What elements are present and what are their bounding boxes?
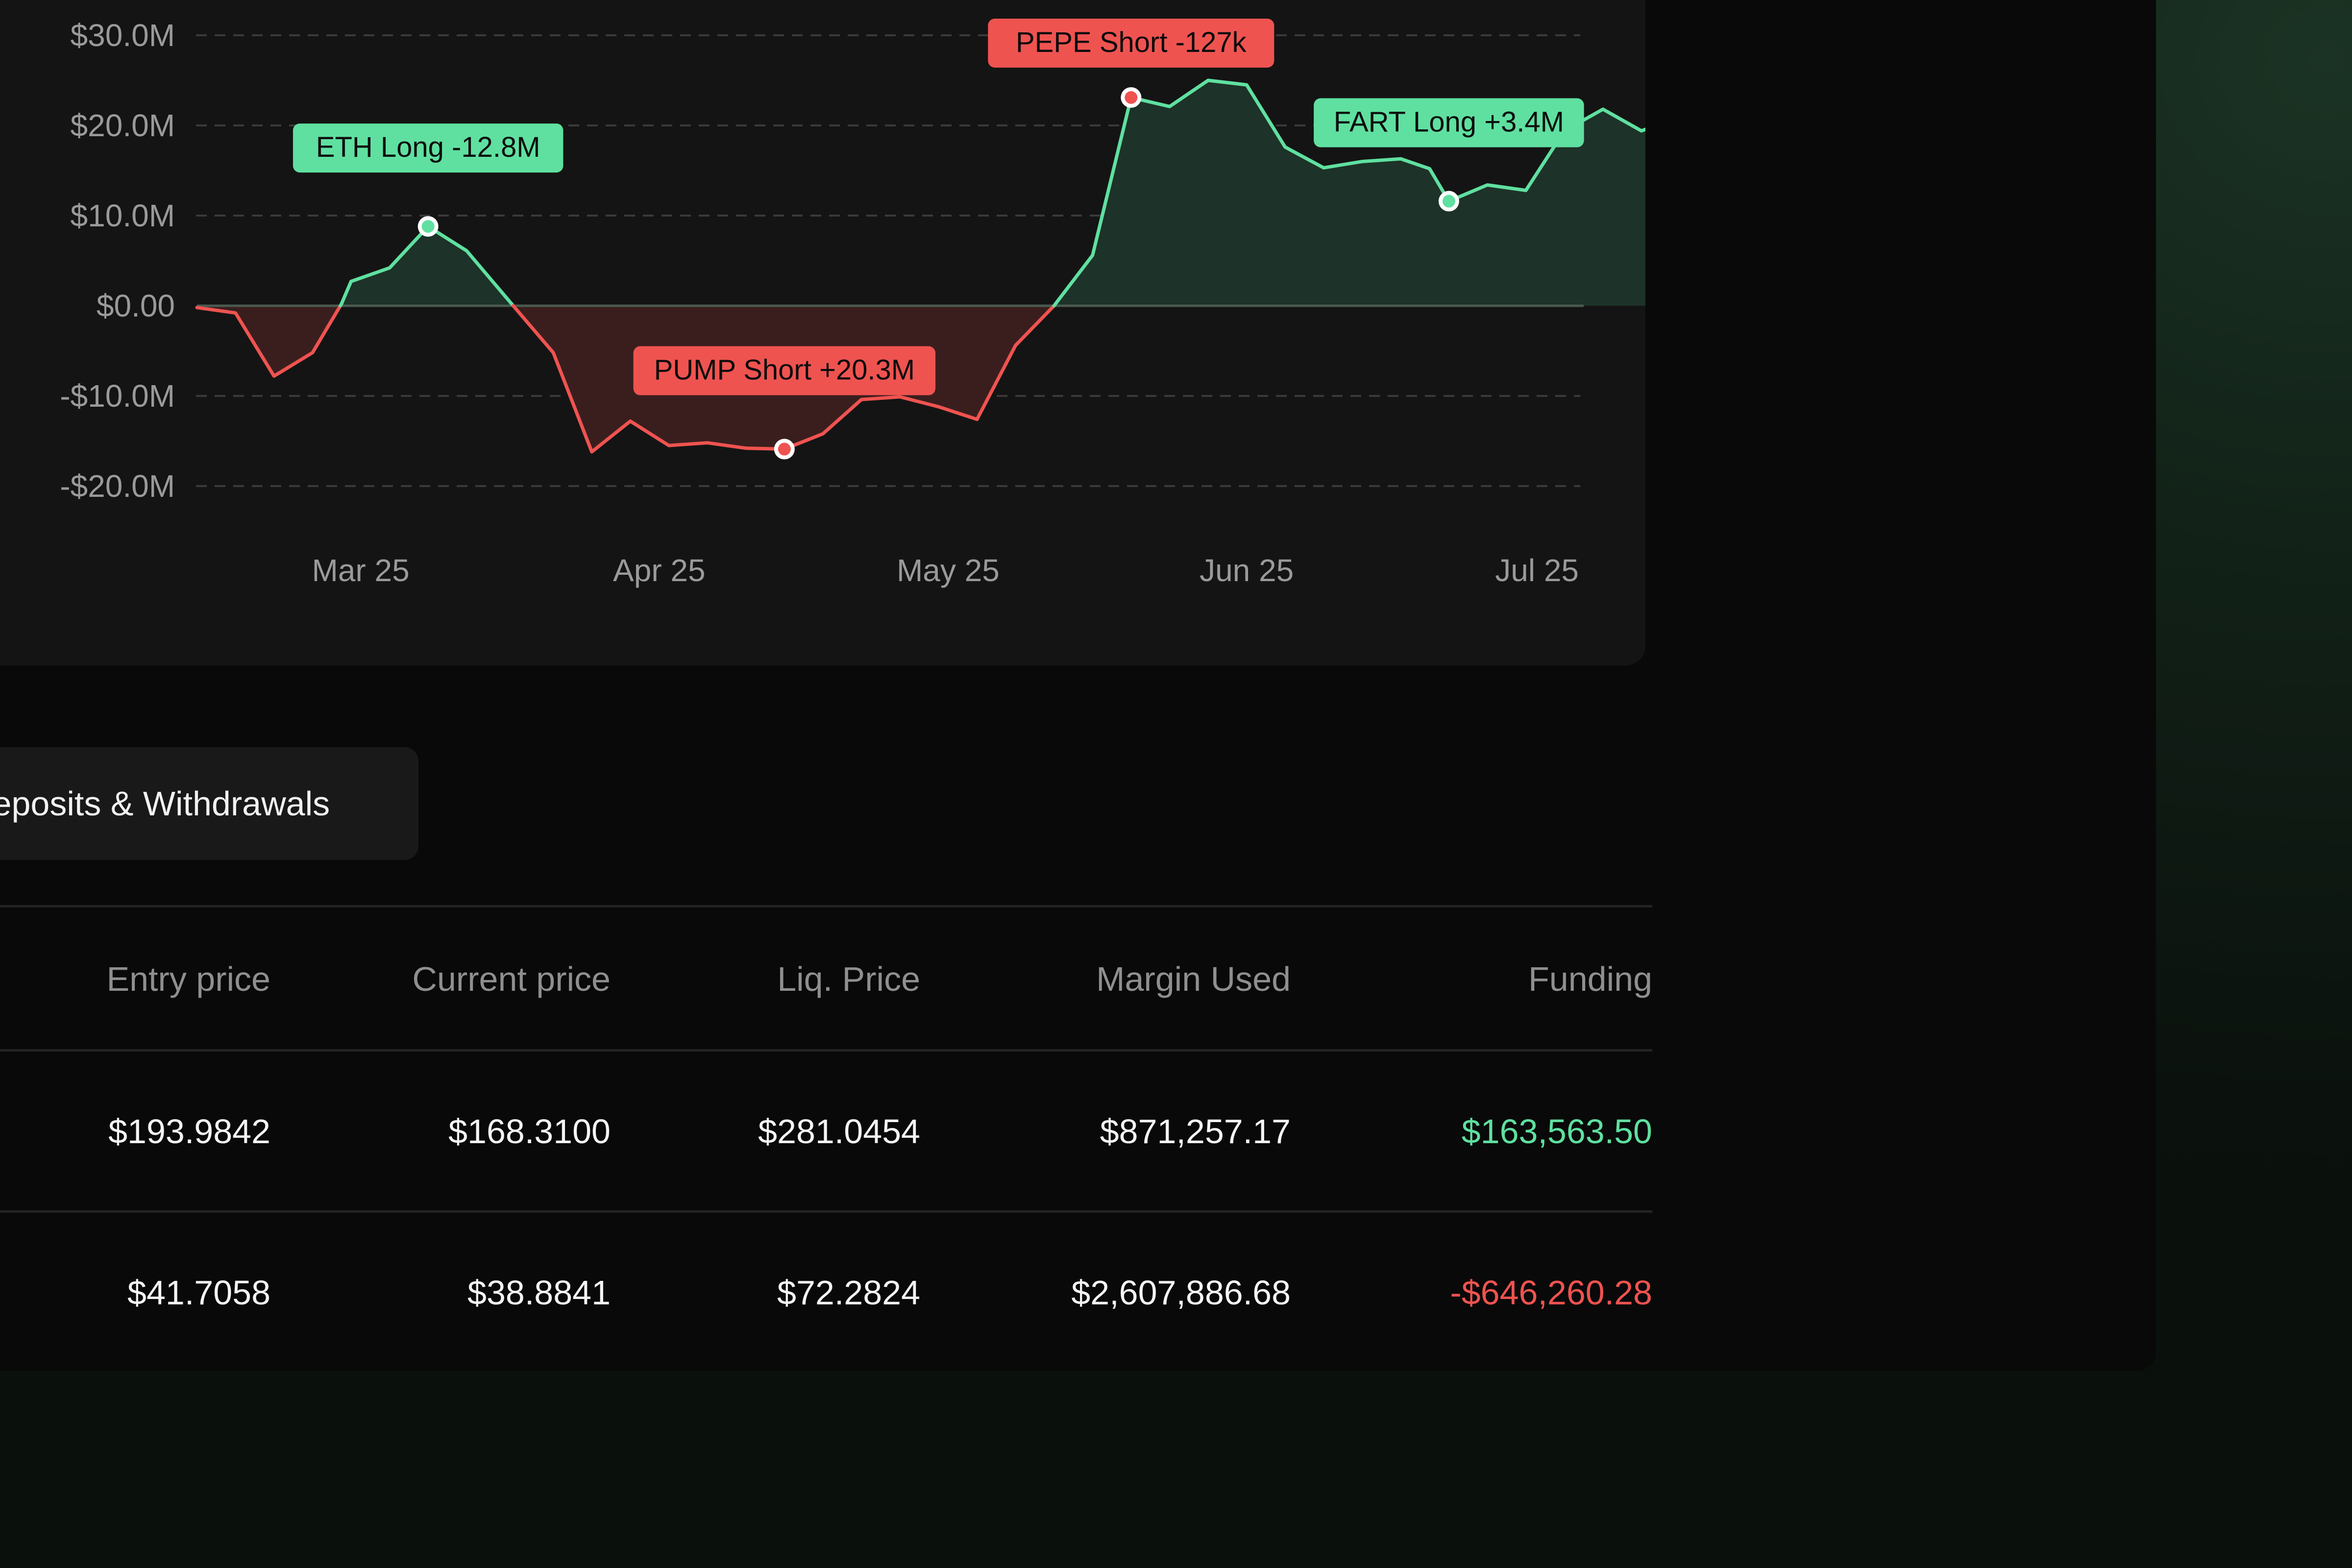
funding-cell: -$646,260.28 [1450, 1274, 1652, 1312]
annotation-badge-label: FART Long +3.4M [1334, 106, 1564, 138]
x-axis-tick-label: Apr 25 [613, 553, 706, 588]
current-price-cell: $168.3100 [448, 1112, 611, 1151]
y-axis-tick-label: $30.0M [71, 18, 175, 53]
annotation-badge-label: PEPE Short -127k [1016, 26, 1247, 58]
table-header-row: Entry price Current price Liq. Price Mar… [0, 950, 1652, 1008]
x-axis-tick-label: Jul 25 [1495, 553, 1579, 588]
profit-line [339, 224, 515, 308]
table-header-divider [0, 1049, 1652, 1052]
table-row[interactable]: $41.7058 $38.8841 $72.2824 $2,607,886.68… [0, 1263, 1652, 1322]
header-entry-price[interactable]: Entry price [106, 960, 270, 998]
liq-price-cell: $72.2824 [777, 1274, 920, 1312]
profit-area [1054, 80, 1645, 306]
annotation-badge [1314, 98, 1584, 147]
current-price-cell: $38.8841 [467, 1274, 611, 1312]
loss-line [195, 304, 343, 378]
y-axis-tick-label: -$10.0M [60, 378, 175, 414]
entry-price-cell: $41.7058 [127, 1274, 270, 1312]
header-margin-used[interactable]: Margin Used [1096, 960, 1291, 998]
annotation-marker [1442, 195, 1455, 208]
y-axis-tick-label: $0.00 [97, 288, 175, 323]
tab-deposits-withdrawals[interactable]: Deposits & Withdrawals [0, 747, 418, 860]
profit-area [340, 226, 514, 306]
x-axis-tick-label: May 25 [897, 553, 1000, 588]
annotation-marker [421, 220, 435, 233]
funding-cell: $163,563.50 [1461, 1112, 1652, 1151]
loss-area [197, 306, 341, 376]
header-funding[interactable]: Funding [1528, 960, 1652, 998]
entry-price-cell: $193.9842 [108, 1112, 270, 1151]
annotation-badge [633, 346, 936, 395]
loss-line [511, 304, 1056, 454]
app-panel: $30.0M $20.0M $10.0M $0.00 -$10.0M -$20.0M Mar… [0, 0, 2156, 1371]
margin-used-cell: $871,257.17 [1100, 1112, 1291, 1151]
x-axis-tick-label: Mar 25 [312, 553, 410, 588]
pnl-chart: $30.0M $20.0M $10.0M $0.00 -$10.0M -$20.0M Mar… [60, 18, 1645, 588]
x-axis-tick-label: Jun 25 [1200, 553, 1294, 588]
annotation-marker [1125, 91, 1138, 104]
table-top-divider [0, 905, 1652, 907]
table-row[interactable]: $193.9842 $168.3100 $281.0454 $871,257.1… [0, 1102, 1652, 1161]
annotation-marker [778, 442, 791, 456]
annotation-badge-label: PUMP Short +20.3M [654, 354, 915, 386]
y-axis-tick-label: $10.0M [71, 198, 175, 233]
y-axis-tick-label: $20.0M [71, 108, 175, 143]
margin-used-cell: $2,607,886.68 [1071, 1274, 1291, 1312]
header-liq-price[interactable]: Liq. Price [777, 960, 920, 998]
tab-deposits-withdrawals-label: Deposits & Withdrawals [0, 784, 330, 823]
header-current-price[interactable]: Current price [412, 960, 611, 998]
annotation-badge-label: ETH Long -12.8M [316, 131, 540, 163]
y-axis-tick-label: -$20.0M [60, 468, 175, 504]
liq-price-cell: $281.0454 [758, 1112, 920, 1151]
table-row-divider [0, 1210, 1652, 1213]
pnl-chart-card: $30.0M $20.0M $10.0M $0.00 -$10.0M -$20.0M Mar… [0, 0, 1645, 665]
annotation-badge [293, 123, 564, 173]
annotation-badge [988, 19, 1274, 68]
